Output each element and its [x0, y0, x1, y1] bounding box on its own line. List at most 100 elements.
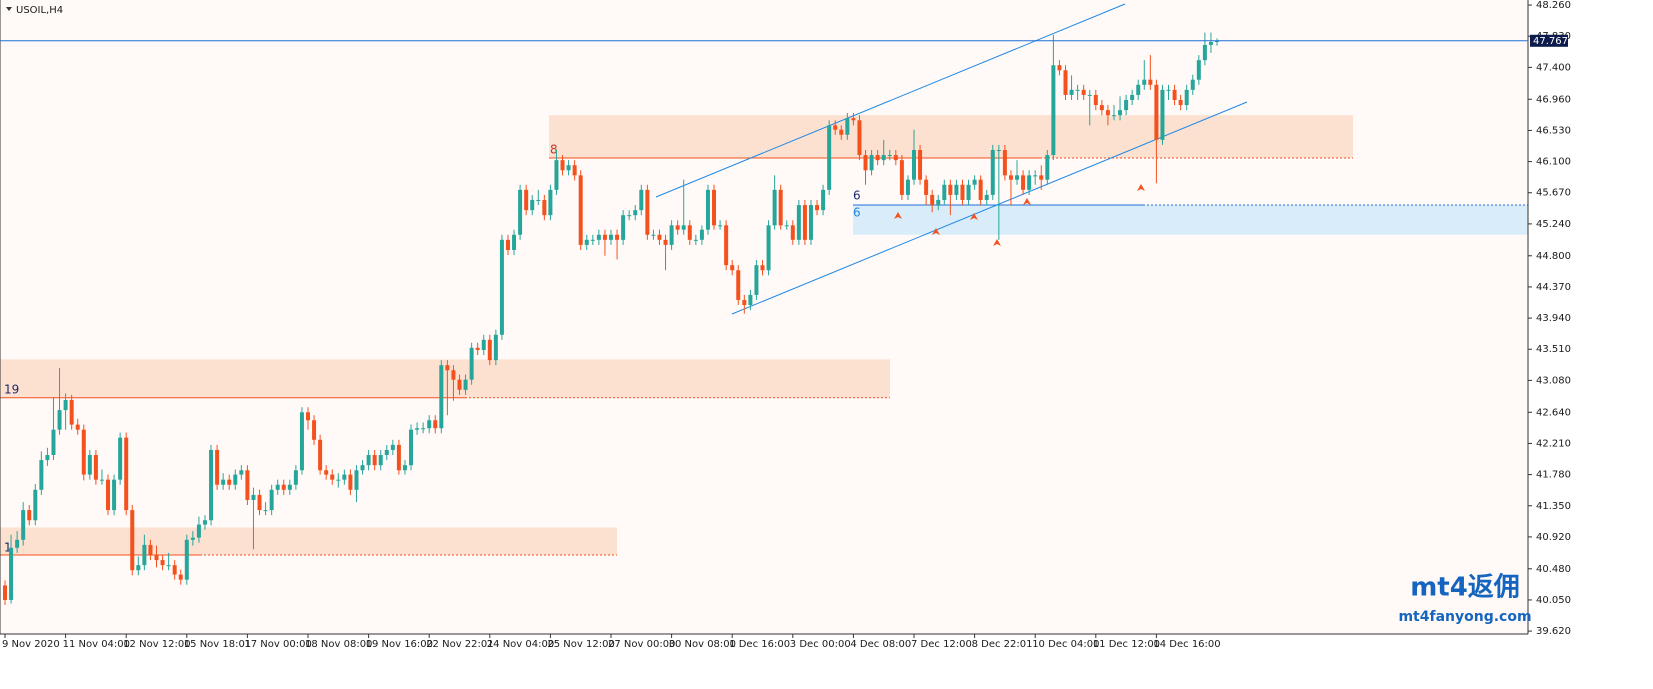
candle-body [566, 165, 571, 171]
x-tick-label: 19 Nov 16:00 [366, 639, 433, 650]
candle-body [754, 265, 759, 295]
candle-body [433, 420, 438, 429]
y-tick-label: 44.800 [1536, 251, 1571, 262]
candle-body [372, 455, 377, 466]
candle-body [354, 470, 359, 490]
x-tick-label: 22 Nov 22:01 [426, 639, 493, 650]
candle-body [954, 184, 959, 195]
candle-body [1002, 149, 1007, 176]
candle-body [869, 155, 874, 171]
candle-body [221, 479, 226, 485]
candle-body [778, 189, 783, 226]
candle-body [645, 189, 650, 235]
symbol-icon [6, 7, 12, 11]
candle-body [439, 365, 444, 429]
candle-body [845, 118, 850, 135]
y-tick-label: 42.640 [1536, 407, 1571, 418]
candle-body [481, 339, 486, 350]
candle-body [1190, 79, 1195, 90]
candle-body [1015, 175, 1020, 180]
candle-body [330, 474, 335, 480]
candle-body [312, 420, 317, 440]
candle-body [409, 429, 414, 466]
y-tick-label: 40.050 [1536, 595, 1571, 606]
y-tick-label: 42.210 [1536, 438, 1571, 449]
candle-body [51, 429, 56, 456]
candle-body [360, 465, 365, 471]
candle-body [802, 205, 807, 240]
candle-body [639, 189, 644, 211]
candle-body [790, 225, 795, 240]
candle-body [851, 118, 856, 121]
candle-body [966, 184, 971, 200]
candle-body [815, 205, 820, 211]
candle-body [1160, 89, 1165, 140]
candle-body [269, 489, 274, 511]
candle-body [863, 155, 868, 171]
candle-body [318, 439, 323, 471]
candle-body [548, 189, 553, 216]
candle-body [427, 420, 432, 429]
candle-body [712, 189, 717, 226]
zone-label: 1 [4, 541, 12, 555]
y-tick-label: 39.620 [1536, 626, 1571, 637]
candle-body [1081, 89, 1086, 95]
candle-body [293, 470, 298, 485]
candle-body [918, 149, 923, 180]
x-tick-label: 24 Nov 04:00 [487, 639, 554, 650]
fractal-arrow [1137, 184, 1145, 191]
candle-body [839, 129, 844, 135]
candle-body [1105, 110, 1110, 116]
x-tick-label: 8 Dec 22:01 [972, 639, 1033, 650]
candle-body [1142, 79, 1147, 85]
zone [853, 205, 1528, 235]
candle-body [766, 225, 771, 271]
candle-body [693, 239, 698, 241]
candle-body [1196, 60, 1201, 80]
candle-body [1124, 99, 1129, 111]
candle-body [299, 412, 304, 471]
x-tick-label: 4 Dec 08:00 [850, 639, 911, 650]
channel-upper [655, 3, 1126, 198]
candle-body [15, 539, 20, 548]
candle-body [742, 299, 747, 306]
candle-body [651, 234, 656, 236]
candle-body [39, 460, 44, 490]
y-tick-label: 43.080 [1536, 375, 1571, 386]
candle-body [178, 574, 183, 580]
candle-body [675, 225, 680, 230]
candle-body [324, 470, 329, 475]
candle-body [724, 225, 729, 266]
fractal-arrow [993, 239, 1001, 246]
candle-body [730, 265, 735, 271]
x-tick-label: 3 Dec 00:00 [790, 639, 851, 650]
candle-body [499, 239, 504, 335]
candle-body [912, 149, 916, 180]
candle-body [1069, 89, 1074, 95]
y-tick-label: 41.780 [1536, 470, 1571, 481]
candle-body [75, 424, 80, 430]
zone [0, 359, 890, 398]
candle-body [972, 179, 977, 185]
candle-body [578, 175, 583, 245]
candle-body [905, 179, 910, 195]
candle-body [827, 125, 832, 190]
candle-body [1118, 110, 1123, 116]
candle-body [148, 544, 153, 556]
candle-body [1063, 70, 1068, 95]
x-tick-label: 11 Dec 12:00 [1093, 639, 1160, 650]
candle-body [215, 449, 220, 485]
candle-body [669, 225, 674, 245]
zone-label: 19 [4, 383, 19, 397]
candle-body [1057, 65, 1062, 71]
candle-body [33, 489, 38, 521]
candle-body [27, 510, 32, 521]
y-tick-label: 40.920 [1536, 532, 1571, 543]
candle-body [942, 184, 947, 200]
candle-body [124, 437, 129, 511]
candle-body [760, 265, 765, 271]
candle-body [681, 225, 686, 230]
candle-body [893, 155, 898, 161]
candle-body [93, 455, 98, 480]
